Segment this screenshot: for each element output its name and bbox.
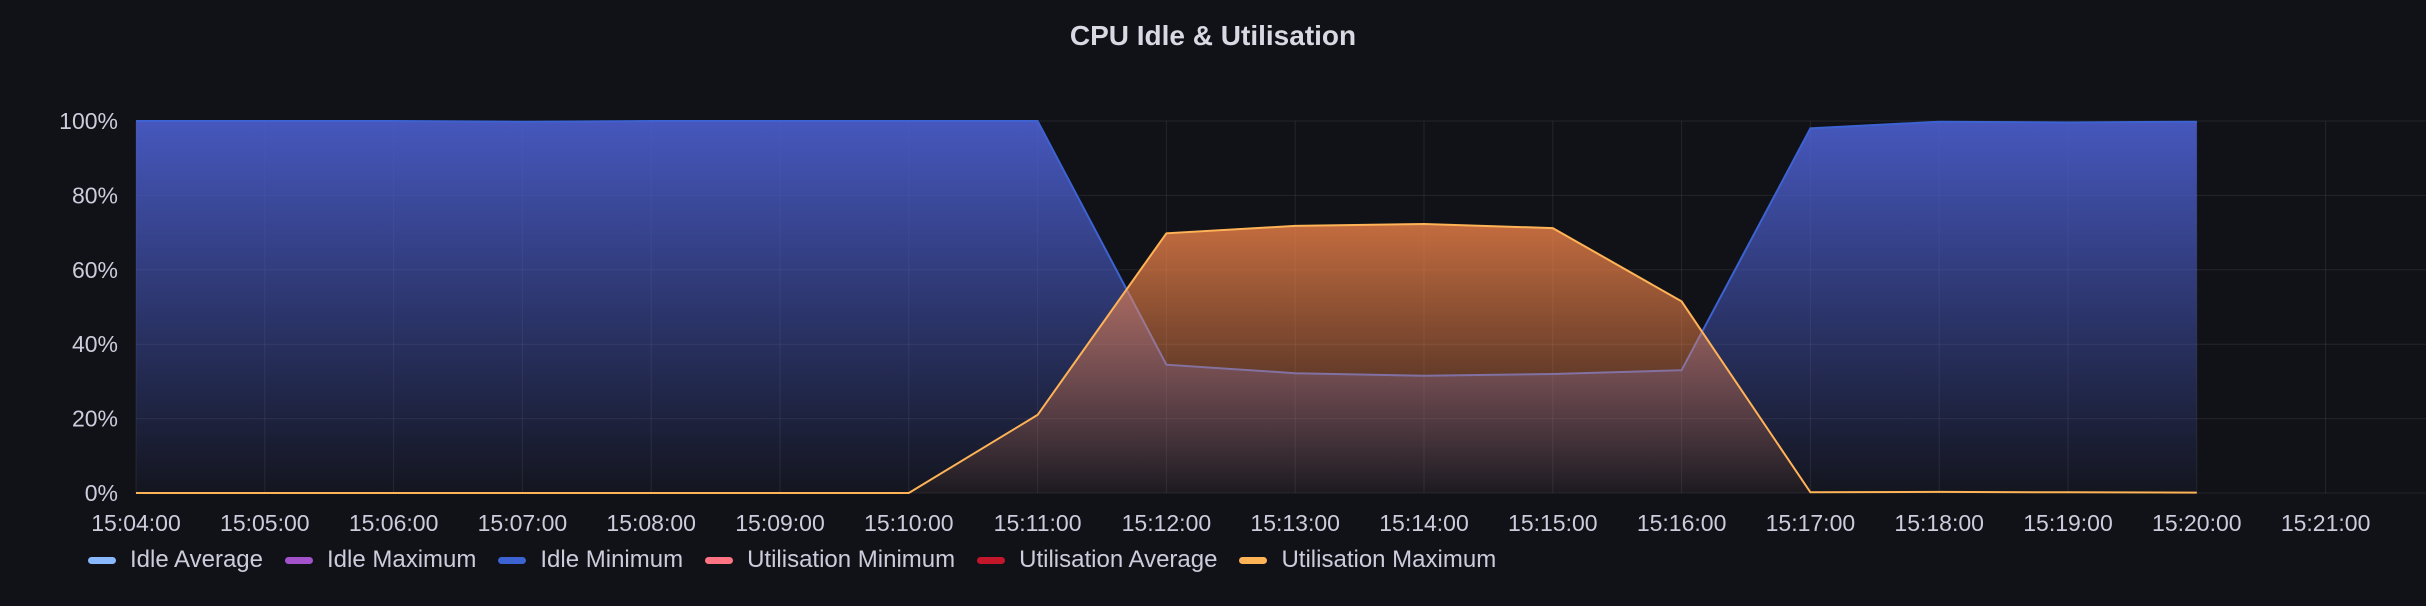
legend-label: Utilisation Average (1019, 546, 1218, 573)
y-tick-label: 20% (72, 406, 118, 432)
x-tick-label: 15:18:00 (1894, 510, 1984, 536)
x-tick-label: 15:04:00 (91, 510, 181, 536)
x-tick-label: 15:11:00 (994, 510, 1082, 536)
y-tick-label: 40% (72, 331, 118, 357)
chart-series-areas (136, 120, 2197, 494)
legend-item-utilisation-maximum[interactable]: Utilisation Maximum (1239, 546, 1496, 574)
legend-swatch (705, 556, 734, 564)
x-tick-label: 15:13:00 (1250, 510, 1340, 536)
legend-item-idle-minimum[interactable]: Idle Minimum (498, 546, 683, 574)
x-tick-label: 15:15:00 (1508, 510, 1598, 536)
legend-item-utilisation-average[interactable]: Utilisation Average (977, 546, 1217, 574)
chart-title: CPU Idle & Utilisation (1069, 20, 1357, 51)
legend-label: Utilisation Maximum (1281, 546, 1497, 573)
y-axis: 0% 20% 40% 60% 80% 100% (59, 108, 118, 506)
x-tick-label: 15:09:00 (735, 510, 825, 536)
legend-swatch (88, 556, 116, 564)
x-tick-label: 15:10:00 (864, 510, 954, 536)
x-tick-label: 15:07:00 (478, 510, 568, 536)
legend-swatch (1239, 556, 1268, 564)
legend-label: Idle Maximum (327, 546, 477, 573)
series-line-utilisation-maximum (136, 222, 2197, 494)
legend-item-idle-average[interactable]: Idle Average (88, 546, 263, 574)
y-tick-label: 100% (59, 108, 118, 134)
x-tick-label: 15:12:00 (1122, 510, 1212, 536)
y-tick-label: 0% (85, 480, 118, 506)
legend-swatch (498, 556, 527, 564)
x-tick-label: 15:14:00 (1379, 510, 1469, 536)
legend-label: Idle Average (130, 546, 263, 573)
x-tick-label: 15:16:00 (1637, 510, 1727, 536)
legend-swatch (285, 556, 313, 564)
x-tick-label: 15:20:00 (2152, 510, 2242, 536)
x-tick-label: 15:19:00 (2023, 510, 2113, 536)
x-tick-label: 15:05:00 (220, 510, 310, 536)
x-tick-label: 15:17:00 (1766, 510, 1856, 536)
legend-item-idle-maximum[interactable]: Idle Maximum (285, 546, 476, 574)
legend-label: Utilisation Minimum (747, 546, 956, 573)
legend-swatch (977, 556, 1006, 564)
x-tick-label: 15:06:00 (349, 510, 439, 536)
x-tick-label: 15:08:00 (606, 510, 696, 536)
chart-legend: Idle Average Idle Maximum Idle Minimum Util… (88, 546, 1518, 574)
series-area-utilisation-maximum (136, 224, 2197, 493)
x-axis: 15:04:00 15:05:00 15:06:00 15:07:00 15:08:00… (91, 510, 2370, 536)
legend-label: Idle Minimum (540, 546, 684, 573)
legend-item-utilisation-minimum[interactable]: Utilisation Minimum (705, 546, 955, 574)
y-tick-label: 80% (72, 182, 118, 208)
y-tick-label: 60% (72, 257, 118, 283)
x-tick-label: 15:21:00 (2281, 510, 2371, 536)
chart-plot[interactable]: 0% 20% 40% 60% 80% 100% 15:04:00 15:05:00 15:06… (0, 0, 2426, 540)
